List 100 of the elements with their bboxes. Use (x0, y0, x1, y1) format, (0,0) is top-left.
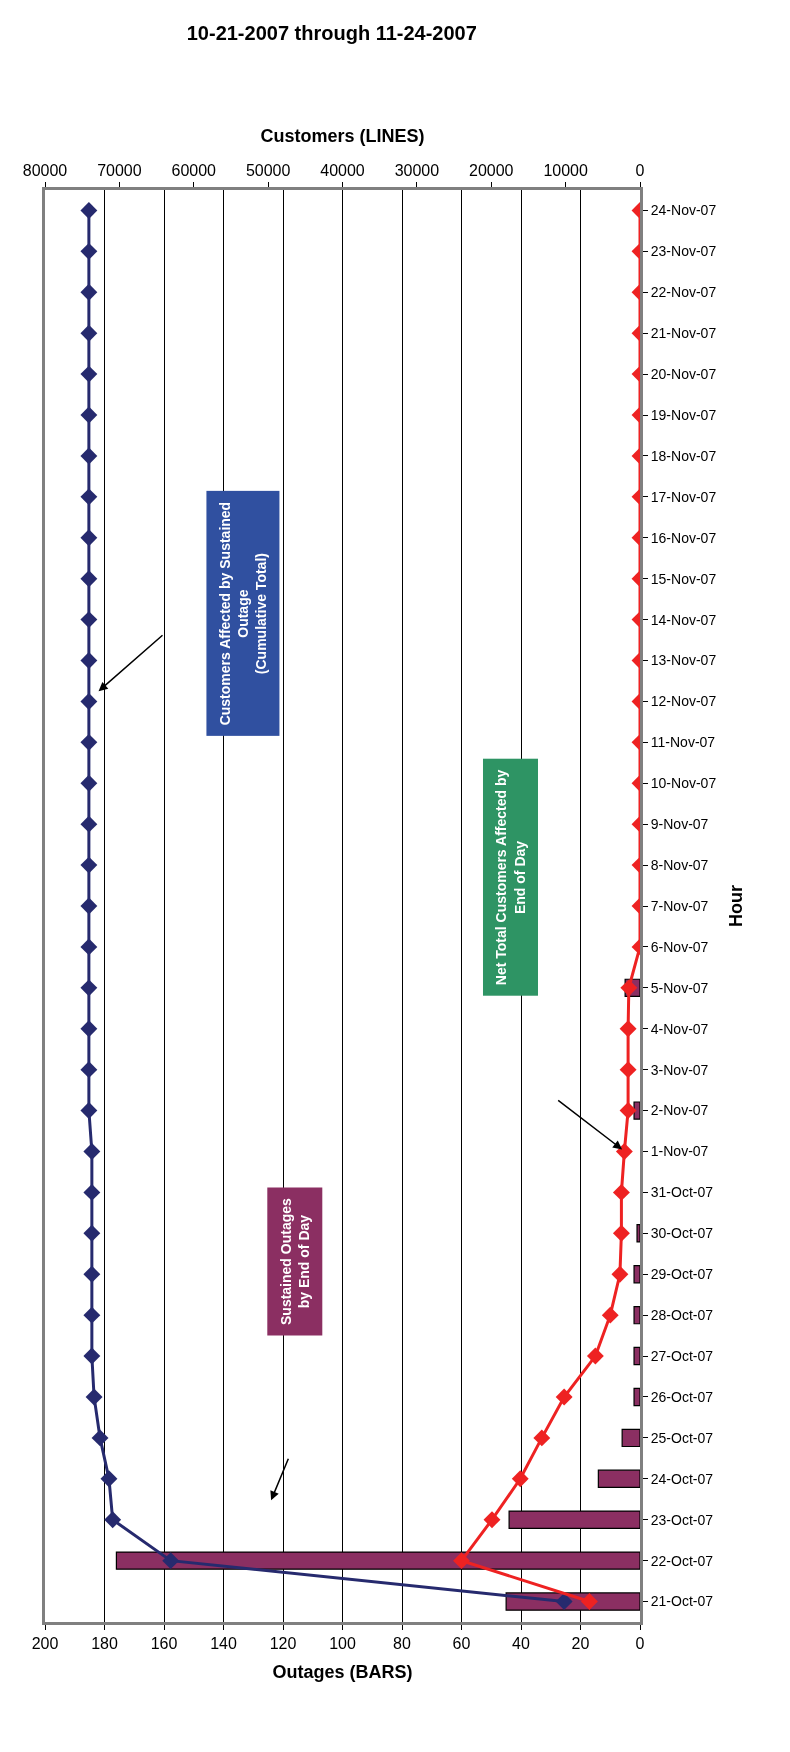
y-tick-label: 25-Oct-07 (650, 1429, 714, 1446)
annotation: Sustained Outages by End of Day (277, 1197, 312, 1325)
point (80, 202, 98, 219)
point (80, 652, 98, 669)
point (80, 324, 98, 342)
point (83, 1306, 101, 1324)
x-tick-label: 100 (329, 1635, 356, 1653)
y-tick-label: 23-Oct-07 (650, 1511, 714, 1528)
x-tick-label: 140 (210, 1635, 237, 1653)
x-axis-title: Outages (BARS) (272, 1662, 413, 1683)
y-tick-label: 12-Nov-07 (650, 693, 717, 710)
point (83, 1183, 101, 1201)
y-tick-label: 22-Nov-07 (650, 284, 717, 301)
y-tick-label: 24-Oct-07 (650, 1470, 714, 1487)
x2-axis-title: Customers (LINES) (260, 125, 425, 146)
point (80, 406, 98, 424)
x2-tick-label: 40000 (320, 161, 365, 179)
y-tick-label: 5-Nov-07 (650, 979, 709, 996)
y-tick-label: 10-Nov-07 (650, 775, 717, 792)
point (83, 1265, 101, 1283)
y-axis-title: Hour (726, 885, 747, 927)
point (104, 1511, 122, 1529)
point (80, 242, 98, 260)
y-tick-label: 18-Nov-07 (650, 447, 717, 464)
x2-tick-label: 0 (635, 161, 645, 179)
bar (621, 1428, 640, 1448)
bar (636, 1224, 640, 1243)
y-tick-label: 24-Nov-07 (650, 202, 717, 219)
point (80, 570, 98, 588)
y-tick-label: 8-Nov-07 (650, 856, 709, 873)
x2-tick-label: 70000 (97, 161, 142, 179)
x-tick-label: 180 (91, 1635, 118, 1653)
annotation: Customers Affected by Sustained Outage (Cumulative Total) (216, 501, 270, 726)
bar (633, 1387, 640, 1407)
x-tick-label: 80 (393, 1635, 411, 1653)
x-tick-label: 0 (635, 1635, 645, 1653)
y-tick-label: 21-Nov-07 (650, 325, 717, 342)
y-tick-label: 29-Oct-07 (650, 1266, 714, 1283)
point (80, 365, 98, 383)
x2-tick-label: 80000 (22, 161, 68, 179)
x-tick-label: 40 (512, 1635, 530, 1653)
point (80, 733, 98, 751)
x2-tick-label: 20000 (469, 161, 514, 179)
point (80, 611, 98, 629)
bar (633, 1265, 640, 1284)
y-tick-label: 3-Nov-07 (650, 1061, 709, 1078)
y-tick-label: 9-Nov-07 (650, 816, 709, 833)
bar (597, 1469, 640, 1488)
y-tick-label: 27-Oct-07 (650, 1347, 714, 1364)
bar (633, 1346, 640, 1366)
point (100, 1470, 118, 1488)
y-tick-label: 23-Nov-07 (650, 243, 717, 260)
point (80, 1020, 98, 1038)
y-tick-label: 19-Nov-07 (650, 406, 717, 423)
point (80, 447, 98, 465)
chart-title: 10-21-2007 through 11-24-2007 (186, 22, 477, 45)
y-tick-label: 7-Nov-07 (650, 897, 709, 914)
point (83, 1347, 101, 1365)
point (80, 283, 98, 301)
point (83, 1224, 101, 1242)
y-tick-label: 1-Nov-07 (650, 1143, 709, 1160)
point (80, 488, 98, 506)
y-tick-label: 2-Nov-07 (650, 1102, 709, 1119)
bar (633, 1305, 640, 1325)
point (80, 1061, 98, 1079)
x-tick-label: 120 (269, 1635, 297, 1653)
point (80, 938, 98, 956)
y-tick-label: 13-Nov-07 (650, 652, 717, 669)
point (83, 1143, 101, 1160)
y-tick-label: 14-Nov-07 (650, 611, 717, 628)
point (80, 774, 98, 792)
y-tick-label: 6-Nov-07 (650, 938, 709, 955)
y-tick-label: 11-Nov-07 (650, 734, 716, 751)
point (80, 692, 98, 710)
annotation: Net Total Customers Affected by End of Day (493, 769, 528, 986)
y-tick-label: 26-Oct-07 (650, 1388, 714, 1405)
point (80, 1102, 98, 1120)
point (80, 856, 98, 874)
x2-tick-label: 10000 (543, 161, 588, 179)
y-tick-label: 4-Nov-07 (650, 1020, 709, 1037)
point (85, 1388, 103, 1406)
x-tick-label: 160 (150, 1635, 178, 1653)
point (80, 815, 98, 833)
point (91, 1429, 109, 1447)
y-tick-label: 16-Nov-07 (650, 529, 717, 546)
point (162, 1552, 180, 1570)
x-tick-label: 200 (31, 1635, 59, 1653)
y-tick-label: 22-Oct-07 (650, 1552, 714, 1569)
y-tick-label: 30-Oct-07 (650, 1225, 714, 1242)
point (80, 529, 98, 547)
x2-tick-label: 50000 (245, 161, 291, 179)
point (80, 979, 98, 997)
point (80, 897, 98, 915)
y-tick-label: 17-Nov-07 (650, 488, 717, 505)
y-tick-label: 20-Nov-07 (650, 366, 717, 383)
x-tick-label: 60 (452, 1635, 471, 1653)
x-tick-label: 20 (571, 1635, 590, 1653)
bar (633, 1101, 640, 1120)
y-tick-label: 15-Nov-07 (650, 570, 717, 587)
y-tick-label: 28-Oct-07 (650, 1307, 714, 1324)
